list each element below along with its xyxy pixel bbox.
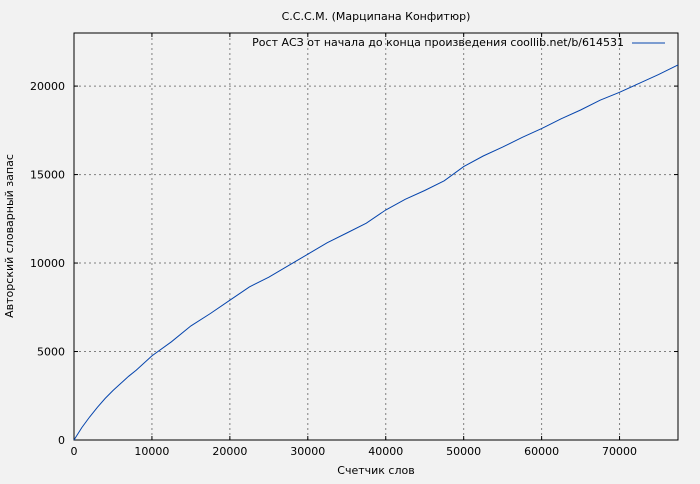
legend: Рост АСЗ от начала до конца произведения…	[252, 36, 665, 49]
axis-ticks: 0 10000 20000 30000 40000 50000 60000 70000 0 500…	[30, 33, 678, 458]
x-tick-label: 30000	[290, 445, 325, 458]
y-tick-label: 5000	[37, 346, 65, 359]
x-tick-label: 40000	[368, 445, 403, 458]
x-tick-label: 20000	[212, 445, 247, 458]
y-tick-label: 10000	[30, 257, 65, 270]
y-tick-label: 15000	[30, 169, 65, 182]
x-tick-label: 10000	[134, 445, 169, 458]
x-tick-label: 0	[71, 445, 78, 458]
x-tick-label: 60000	[524, 445, 559, 458]
x-tick-label: 50000	[446, 445, 481, 458]
chart-title: С.С.С.М. (Марципана Конфитюр)	[282, 10, 471, 23]
series-line	[73, 64, 679, 441]
legend-label: Рост АСЗ от начала до конца произведения…	[252, 36, 624, 49]
plot-border	[73, 32, 679, 441]
y-tick-label: 0	[58, 434, 65, 447]
y-tick-label: 20000	[30, 80, 65, 93]
x-axis-label: Счетчик слов	[337, 464, 414, 477]
grid	[74, 33, 678, 440]
y-axis-label: Авторский словарный запас	[3, 154, 16, 318]
x-tick-label: 70000	[602, 445, 637, 458]
